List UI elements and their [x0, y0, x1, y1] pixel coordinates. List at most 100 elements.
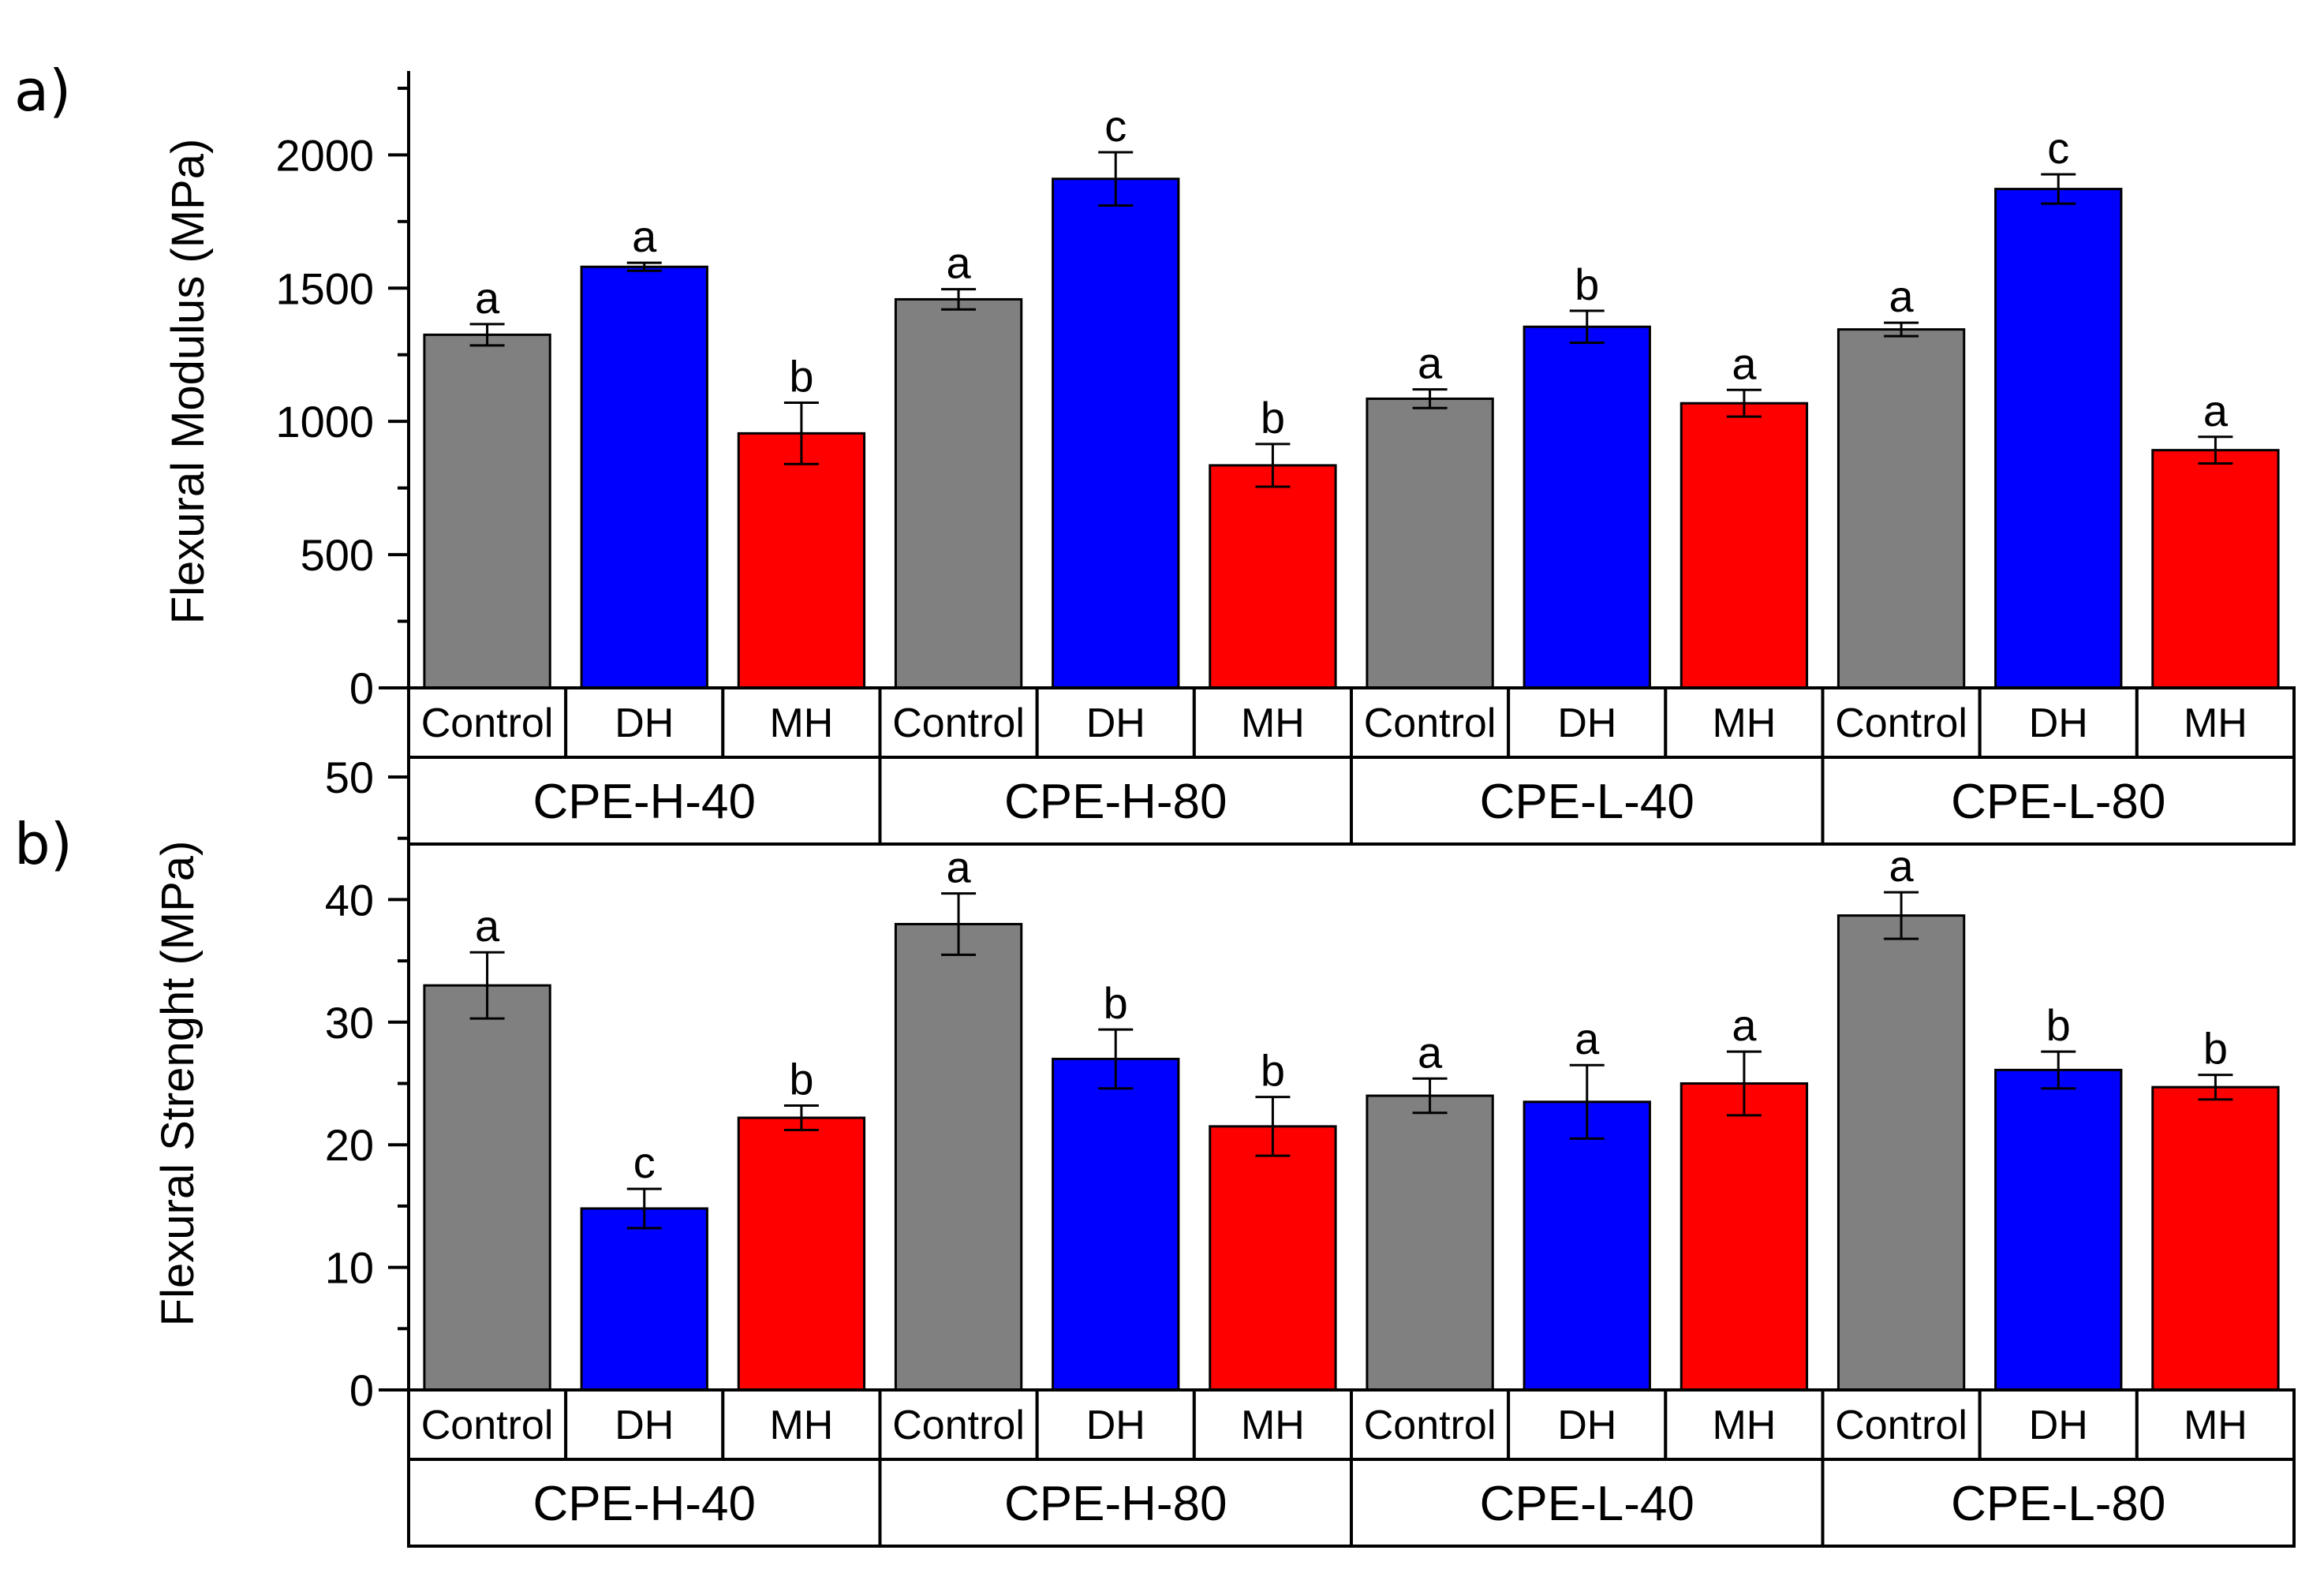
- significance-letter: b: [2203, 1024, 2228, 1074]
- y-tick-label: 30: [325, 998, 374, 1048]
- group-label: CPE-H-80: [1004, 1477, 1227, 1531]
- significance-letter: a: [1889, 841, 1915, 891]
- group-label: CPE-L-40: [1480, 775, 1694, 829]
- significance-letter: a: [1575, 1014, 1600, 1063]
- significance-letter: b: [789, 352, 813, 402]
- category-label: DH: [1557, 700, 1616, 746]
- significance-letter: a: [947, 842, 972, 892]
- category-label: MH: [2184, 1403, 2247, 1448]
- significance-letter: a: [947, 238, 972, 288]
- significance-letter: b: [1575, 260, 1599, 309]
- category-label: DH: [615, 700, 674, 746]
- group-cell: [878, 756, 1353, 846]
- category-label: Control: [1835, 700, 1967, 746]
- group-label: CPE-H-80: [1004, 775, 1227, 829]
- significance-letter: c: [1104, 101, 1127, 151]
- bar-cpe-l-80-dh: [1994, 188, 2123, 689]
- significance-letter: b: [1261, 1046, 1285, 1096]
- category-label: Control: [1364, 1403, 1496, 1448]
- bar-cpe-l-80-mh: [2151, 1085, 2280, 1392]
- y-tick-label: 0: [349, 663, 374, 713]
- bar-cpe-l-40-control: [1366, 397, 1494, 689]
- bar-cpe-l-80-control: [1836, 914, 1966, 1392]
- significance-letter: c: [633, 1138, 656, 1187]
- group-label: CPE-L-40: [1480, 1477, 1694, 1531]
- y-axis-title: Flexural Strenght (MPa): [152, 841, 204, 1327]
- category-label: MH: [2184, 700, 2247, 746]
- bar-cpe-h-80-dh: [1052, 177, 1180, 689]
- significance-letter: a: [475, 273, 500, 323]
- category-cell: [2135, 686, 2296, 759]
- bar-cpe-l-40-control: [1366, 1094, 1494, 1392]
- y-tick-label: 40: [325, 875, 374, 925]
- panel-label: a): [14, 58, 71, 124]
- y-tick-label: 2000: [275, 130, 374, 180]
- group-cell: [1350, 1458, 1825, 1548]
- category-label: MH: [1712, 700, 1776, 746]
- bar-cpe-l-80-control: [1836, 328, 1966, 689]
- group-label: CPE-L-80: [1951, 775, 2165, 829]
- category-cell: [1507, 686, 1668, 759]
- category-label: DH: [2029, 1403, 2088, 1448]
- category-cell: [1035, 1388, 1196, 1461]
- significance-letter: a: [475, 901, 500, 951]
- category-cell: [1192, 1388, 1354, 1461]
- bar-cpe-h-80-control: [894, 922, 1023, 1392]
- y-axis-title: Flexural Modulus (MPa): [163, 139, 214, 625]
- bar-cpe-h-40-mh: [737, 1116, 866, 1392]
- category-cell: [1192, 686, 1354, 759]
- bar-cpe-h-80-control: [894, 297, 1023, 689]
- bar-cpe-l-80-dh: [1994, 1068, 2123, 1392]
- category-label: DH: [1086, 1403, 1145, 1448]
- category-label: Control: [892, 700, 1025, 746]
- group-cell: [1821, 756, 2296, 846]
- panel-a-flexural-modulus: a) Flexural Modulus (MPa) a a b a c b a b a a c a 0 500…: [14, 58, 2296, 846]
- significance-letter: a: [1889, 271, 1915, 321]
- significance-letter: b: [2046, 1000, 2071, 1050]
- significance-letter: b: [1104, 978, 1128, 1028]
- category-label: DH: [1557, 1403, 1616, 1448]
- bar-cpe-l-40-mh: [1679, 402, 1809, 689]
- group-label: CPE-H-40: [532, 775, 756, 829]
- significance-letter: b: [1261, 393, 1285, 443]
- group-label: CPE-H-40: [532, 1477, 756, 1531]
- y-tick-label: 0: [349, 1365, 374, 1415]
- bar-cpe-h-40-mh: [737, 431, 866, 689]
- significance-letter: a: [1418, 338, 1443, 388]
- category-label: MH: [1712, 1403, 1776, 1448]
- category-cell: [878, 1388, 1039, 1461]
- bar-cpe-h-40-dh: [580, 1207, 708, 1392]
- panel-b-flexural-strength: b) Flexural Strenght (MPa) a c b a b b a a a a b b 0 10…: [14, 753, 2296, 1548]
- bar-cpe-h-40-dh: [580, 265, 708, 689]
- y-tick-label: 10: [325, 1243, 374, 1293]
- significance-letter: b: [789, 1054, 813, 1104]
- category-cell: [2135, 1388, 2296, 1461]
- bar-cpe-l-40-dh: [1523, 325, 1651, 689]
- category-label: Control: [421, 1403, 554, 1448]
- bar-cpe-l-80-mh: [2151, 449, 2280, 689]
- category-cell: [878, 686, 1039, 759]
- significance-letter: a: [632, 211, 657, 261]
- category-label: Control: [1364, 700, 1496, 746]
- group-cell: [407, 1458, 882, 1548]
- category-label: MH: [1241, 1403, 1305, 1448]
- significance-letter: a: [2203, 386, 2229, 435]
- category-label: DH: [615, 1403, 674, 1448]
- category-label: DH: [2029, 700, 2088, 746]
- category-cell: [564, 686, 725, 759]
- significance-letter: c: [2047, 123, 2069, 173]
- y-tick-label: 1000: [275, 397, 374, 446]
- category-cell: [1821, 1388, 1982, 1461]
- bar-cpe-l-40-mh: [1679, 1082, 1809, 1392]
- category-label: MH: [769, 700, 833, 746]
- group-cell: [1821, 1458, 2296, 1548]
- category-label: Control: [421, 700, 554, 746]
- category-label: Control: [892, 1403, 1025, 1448]
- category-cell: [1350, 686, 1511, 759]
- category-cell: [1507, 1388, 1668, 1461]
- category-label: MH: [1241, 700, 1305, 746]
- group-label: CPE-L-80: [1951, 1477, 2165, 1531]
- bar-cpe-h-40-control: [423, 984, 551, 1392]
- y-tick-label: 50: [325, 753, 374, 802]
